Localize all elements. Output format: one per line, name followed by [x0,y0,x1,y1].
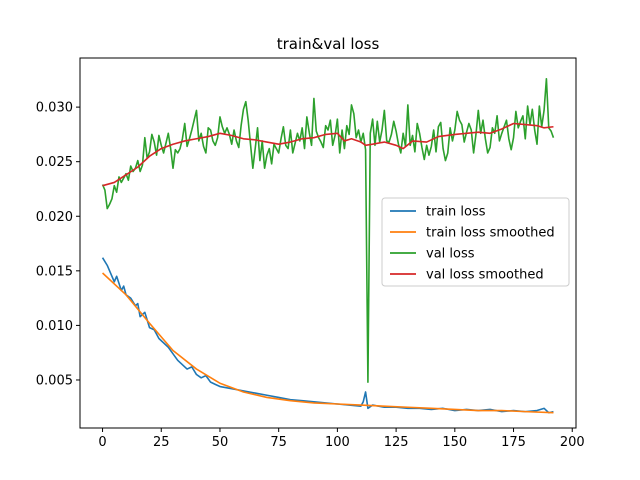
series-line-train-loss [101,257,554,414]
x-tick-label: 175 [501,435,526,450]
x-tick-label: 0 [98,435,106,450]
x-tick-label: 125 [384,435,409,450]
axes-frame [79,57,577,429]
series-layer [101,77,555,414]
x-tick-label: 50 [212,435,229,450]
x-tick-label: 200 [560,435,585,450]
legend-label: train loss smoothed [426,226,555,241]
y-tick-label: 0.015 [36,264,73,279]
chart-title: train&val loss [277,35,380,53]
y-tick-label: 0.030 [36,101,73,116]
y-tick-label: 0.020 [36,210,73,225]
y-axis: 0.005 0.010 0.015 0.020 0.025 0.030 [36,101,80,388]
y-tick-label: 0.005 [36,373,73,388]
series-line-val-loss-smoothed [102,122,554,187]
y-tick-label: 0.010 [36,319,73,334]
x-axis: 0 25 50 75 100 125 150 175 200 [98,428,585,450]
legend: train loss train loss smoothed val loss val… [381,197,570,287]
y-tick-label: 0.025 [36,155,73,170]
legend-label: val loss [426,247,475,262]
legend-box [381,197,570,287]
series-line-train-loss-smoothed [102,272,554,414]
x-tick-label: 100 [325,435,350,450]
x-tick-label: 75 [270,435,287,450]
x-tick-label: 150 [442,435,467,450]
series-line-val-loss [101,77,555,383]
legend-label: train loss [426,205,486,220]
legend-label: val loss smoothed [426,268,544,283]
x-tick-label: 25 [153,435,170,450]
